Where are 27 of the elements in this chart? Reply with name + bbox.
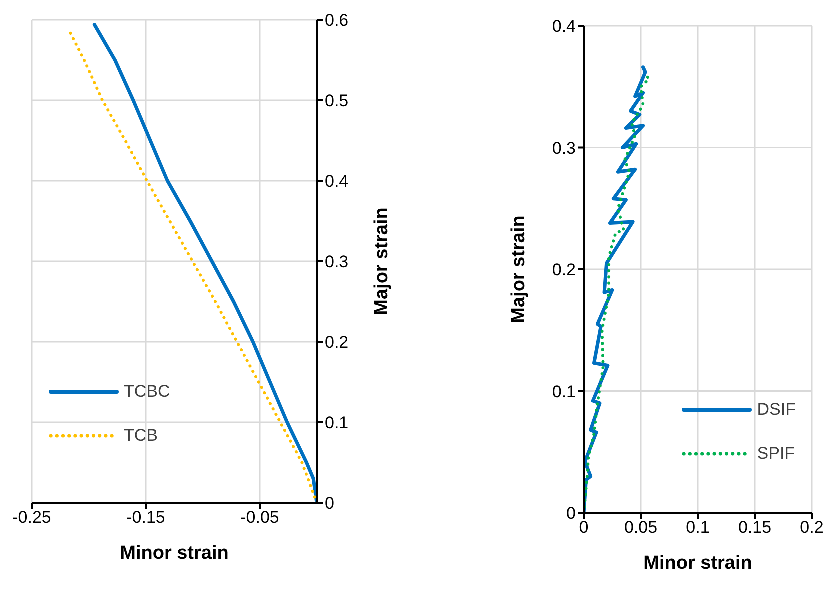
legend-label: DSIF bbox=[757, 400, 796, 420]
legend-label: SPIF bbox=[757, 444, 796, 464]
y-tick-label: 0 bbox=[325, 494, 334, 514]
y-tick-label: 0.3 bbox=[552, 138, 576, 158]
x-tick-label: -0.25 bbox=[12, 508, 52, 528]
x-axis-title: Minor strain bbox=[120, 543, 229, 564]
legend-label: TCB bbox=[124, 426, 158, 446]
y-tick-label: 0.2 bbox=[552, 260, 576, 280]
x-axis-title: Minor strain bbox=[644, 553, 752, 574]
y-tick-label: 0.4 bbox=[325, 172, 349, 192]
x-tick-label: 0.1 bbox=[686, 518, 710, 538]
x-tick-label: 0.2 bbox=[800, 518, 824, 538]
y-tick-label: 0.5 bbox=[325, 92, 349, 111]
y-tick-label: 0.4 bbox=[552, 17, 576, 36]
y-tick-label: 0.1 bbox=[552, 382, 576, 402]
x-tick-label: -0.15 bbox=[126, 508, 166, 528]
y-tick-label: 0.6 bbox=[325, 11, 349, 30]
y-tick-label: 0.1 bbox=[325, 414, 349, 433]
legend-label: TCBC bbox=[124, 382, 170, 402]
y-axis-title: Major strain bbox=[508, 216, 530, 324]
x-tick-label: 0.15 bbox=[738, 518, 772, 538]
y-axis-title: Major strain bbox=[372, 208, 393, 316]
x-tick-label: -0.05 bbox=[240, 508, 280, 528]
y-tick-label: 0.2 bbox=[325, 333, 349, 352]
x-tick-label: 0 bbox=[579, 518, 589, 538]
x-tick-label: 0.05 bbox=[624, 518, 658, 538]
y-tick-label: 0.3 bbox=[325, 252, 349, 272]
